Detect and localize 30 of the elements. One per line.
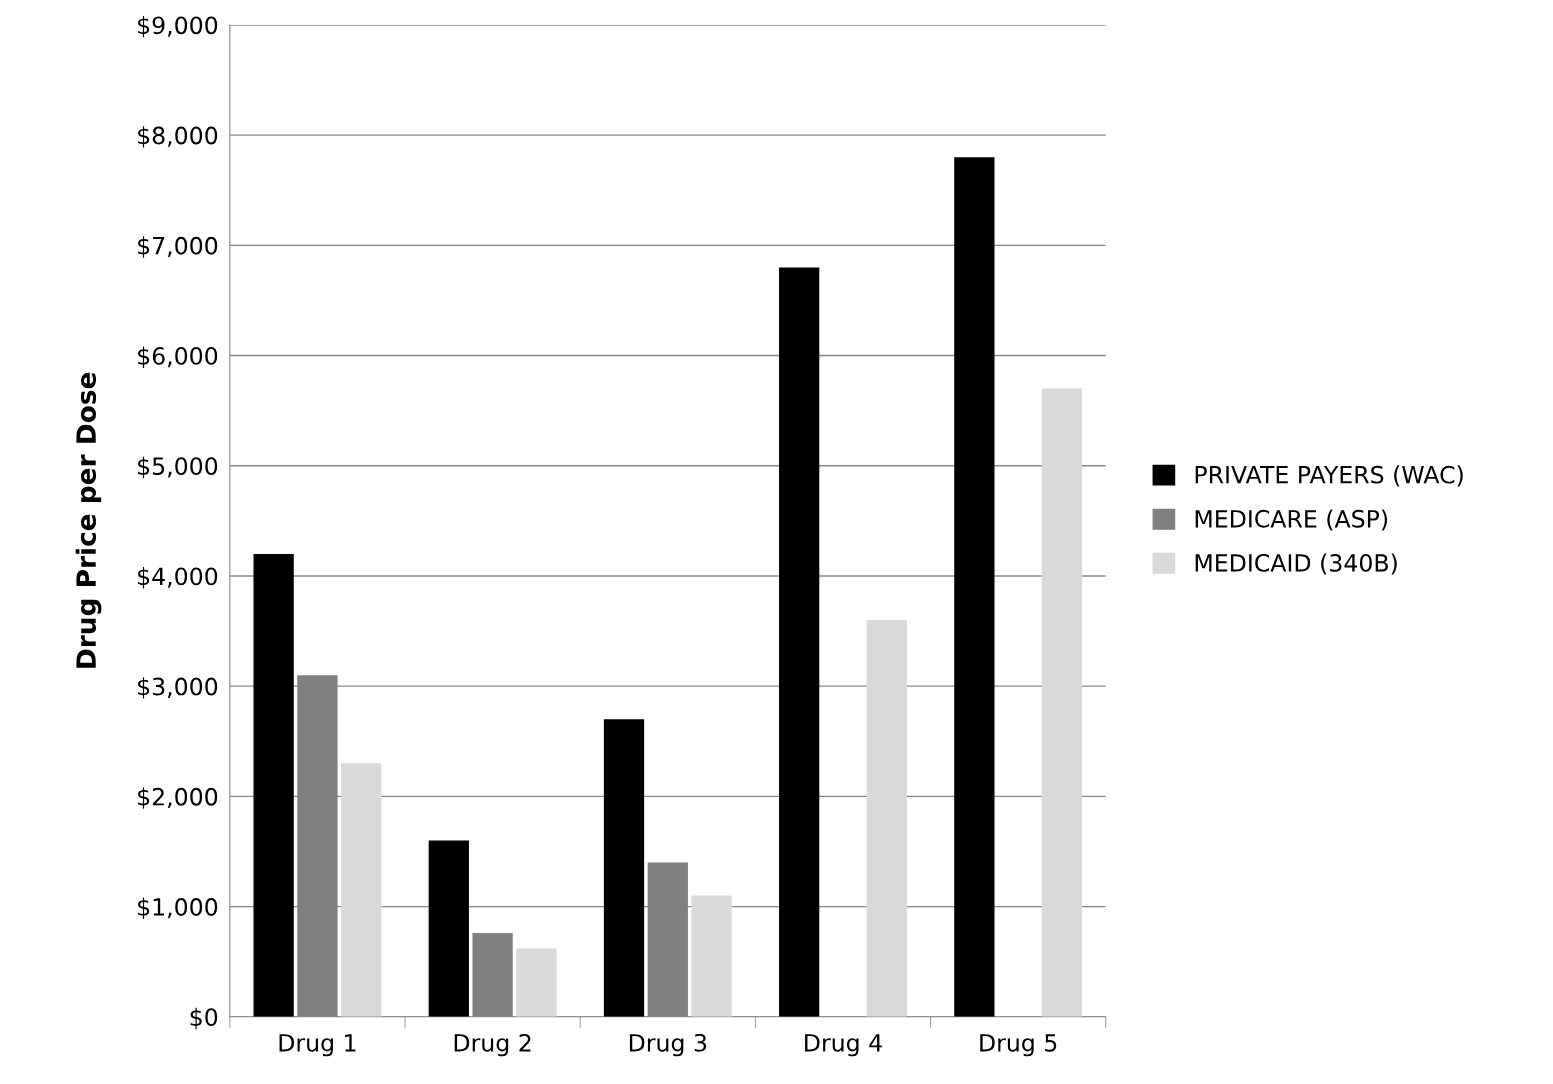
legend-label: MEDICAID (340B)	[1195, 553, 1397, 575]
y-axis-title: Drug Price per Dose	[75, 372, 102, 668]
x-tick-label: Drug 1	[279, 1034, 356, 1057]
legend-label: PRIVATE PAYERS (WAC)	[1195, 465, 1463, 487]
y-tick-label: $1,000	[138, 897, 218, 920]
y-tick-label: $0	[190, 1007, 218, 1030]
y-tick-label: $3,000	[138, 677, 218, 699]
bar	[472, 933, 513, 1017]
bar	[603, 719, 645, 1017]
legend-label: MEDICARE (ASP)	[1195, 509, 1388, 531]
x-tick-label: Drug 4	[805, 1034, 882, 1057]
x-tick-label: Drug 3	[629, 1033, 707, 1057]
y-tick-label: $5,000	[138, 456, 218, 479]
y-tick-label: $4,000	[138, 566, 218, 589]
bar	[954, 157, 995, 1017]
y-tick-label: $6,000	[138, 346, 218, 368]
bar	[1041, 388, 1083, 1017]
y-tick-label: $7,000	[138, 236, 218, 258]
y-tick-label: $8,000	[138, 126, 218, 148]
bar	[341, 763, 382, 1017]
bar	[253, 553, 294, 1017]
bar	[516, 948, 557, 1017]
bar	[779, 267, 820, 1017]
y-tick-label: $9,000	[138, 15, 218, 38]
bar	[691, 895, 732, 1017]
x-tick-label: Drug 5	[980, 1034, 1057, 1057]
y-tick-label: $2,000	[138, 787, 218, 809]
bar	[866, 620, 907, 1017]
bar	[428, 840, 469, 1017]
x-tick-label: Drug 2	[454, 1033, 531, 1057]
